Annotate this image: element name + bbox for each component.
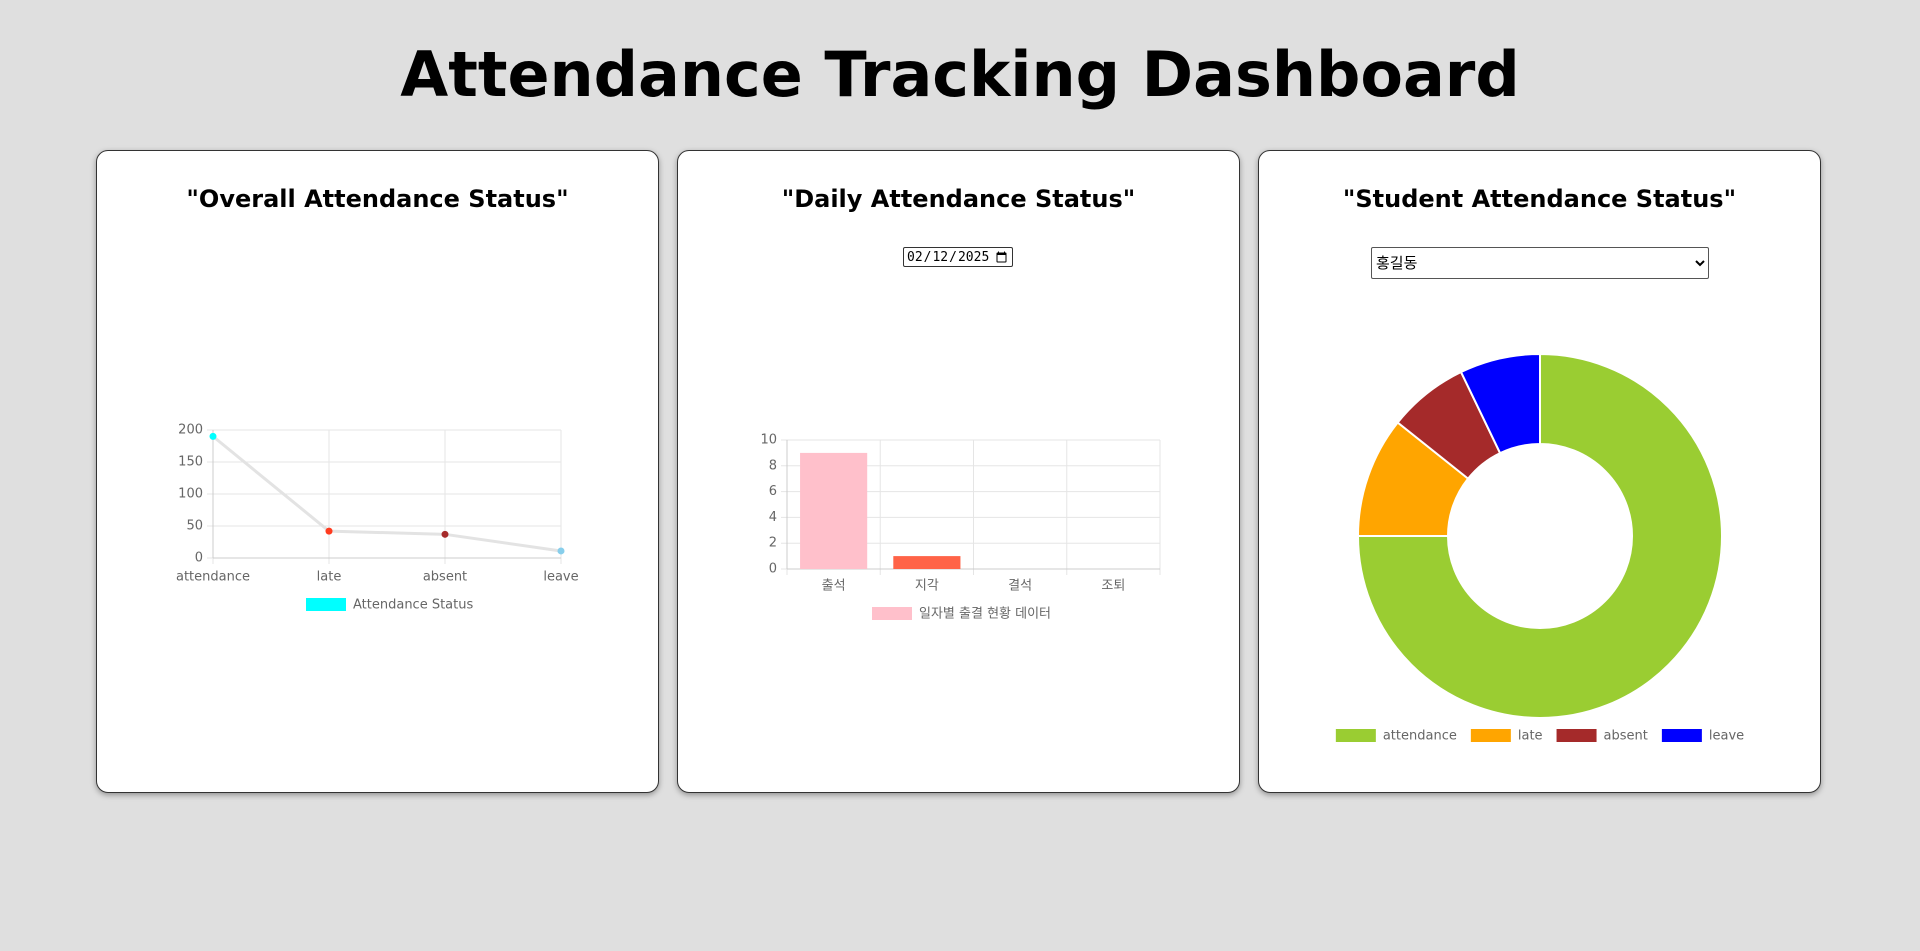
chart-title: "Daily Attendance Status" [781,185,1136,213]
card: "Daily Attendance Status" [677,150,1240,793]
page-title: Attendance Tracking Dashboard [400,38,1520,111]
chart-title: "Student Attendance Status" [1342,185,1737,213]
card: "Overall Attendance Status" [96,150,659,793]
student-select[interactable]: 홍길동 [1371,247,1709,279]
chart-title: "Overall Attendance Status" [186,185,569,213]
date-input[interactable] [903,247,1013,267]
card: "Student Attendance Status" 홍길동 [1258,150,1821,793]
